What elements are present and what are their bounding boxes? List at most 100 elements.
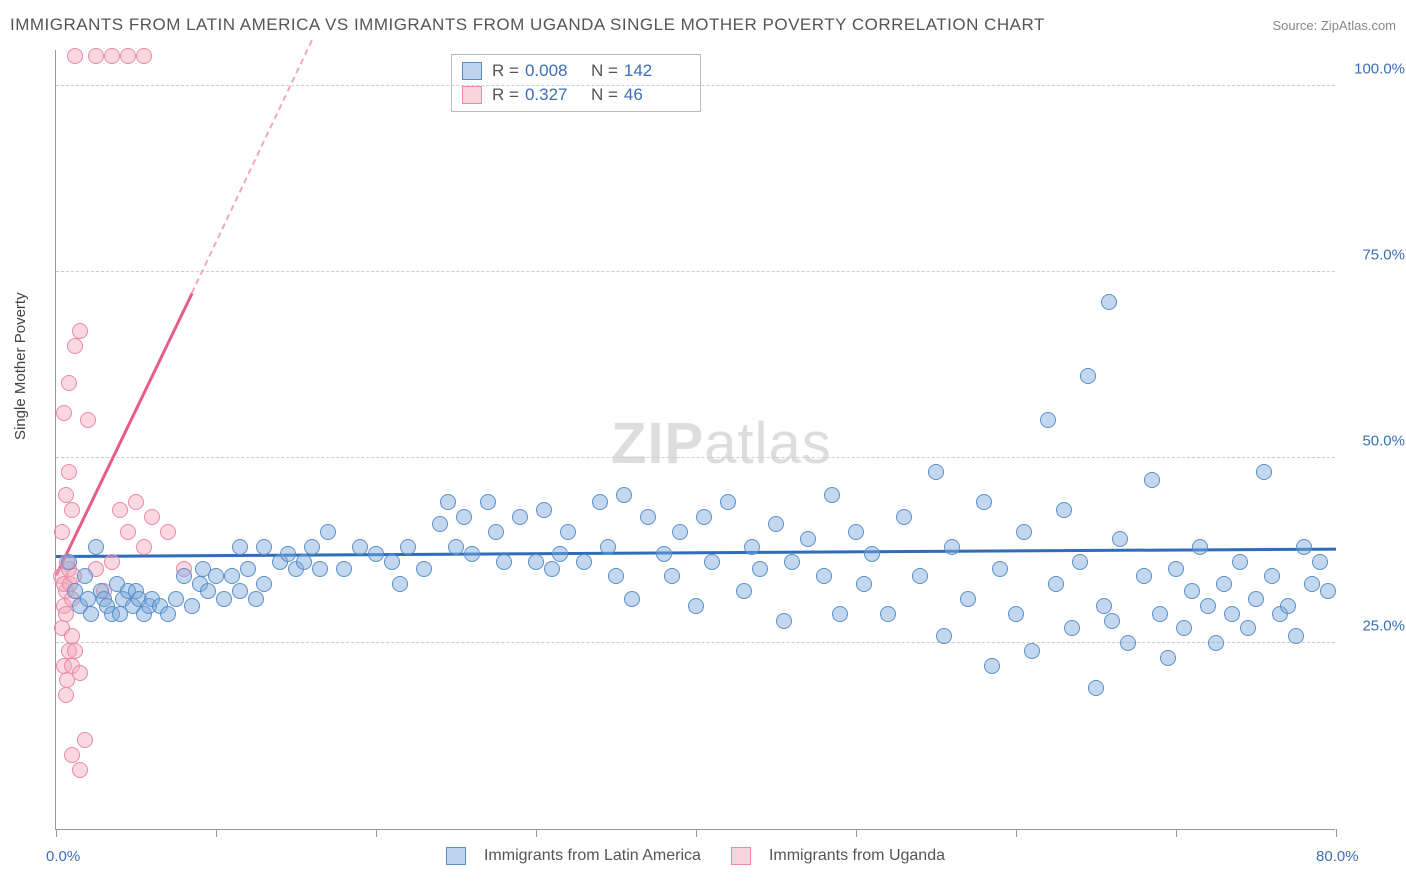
legend-label: Immigrants from Uganda bbox=[769, 847, 945, 865]
data-point bbox=[1256, 464, 1272, 480]
data-point bbox=[1304, 576, 1320, 592]
legend-item-latin-america: Immigrants from Latin America bbox=[446, 847, 701, 865]
data-point bbox=[83, 606, 99, 622]
watermark-rest: atlas bbox=[704, 411, 832, 476]
data-point bbox=[1176, 620, 1192, 636]
x-tick bbox=[536, 829, 537, 837]
data-point bbox=[1101, 294, 1117, 310]
x-tick bbox=[1336, 829, 1337, 837]
data-point bbox=[696, 509, 712, 525]
data-point bbox=[1064, 620, 1080, 636]
data-point bbox=[216, 591, 232, 607]
data-point bbox=[61, 464, 77, 480]
data-point bbox=[1184, 583, 1200, 599]
data-point bbox=[1152, 606, 1168, 622]
data-point bbox=[77, 568, 93, 584]
data-point bbox=[856, 576, 872, 592]
data-point bbox=[1320, 583, 1336, 599]
data-point bbox=[144, 509, 160, 525]
data-point bbox=[704, 554, 720, 570]
x-tick bbox=[1176, 829, 1177, 837]
data-point bbox=[1144, 472, 1160, 488]
data-point bbox=[776, 613, 792, 629]
data-point bbox=[1168, 561, 1184, 577]
data-point bbox=[880, 606, 896, 622]
data-point bbox=[112, 502, 128, 518]
data-point bbox=[72, 665, 88, 681]
correlation-legend-box: R = 0.008 N = 142 R = 0.327 N = 46 bbox=[451, 54, 701, 112]
data-point bbox=[61, 554, 77, 570]
data-point bbox=[256, 576, 272, 592]
gridline bbox=[56, 457, 1335, 458]
x-tick bbox=[696, 829, 697, 837]
x-tick bbox=[376, 829, 377, 837]
data-point bbox=[1296, 539, 1312, 555]
data-point bbox=[560, 524, 576, 540]
y-tick-label: 50.0% bbox=[1345, 432, 1405, 449]
x-tick-label: 80.0% bbox=[1316, 848, 1359, 865]
data-point bbox=[58, 487, 74, 503]
y-axis-label: Single Mother Poverty bbox=[12, 292, 29, 440]
data-point bbox=[864, 546, 880, 562]
data-point bbox=[608, 568, 624, 584]
data-point bbox=[440, 494, 456, 510]
data-point bbox=[464, 546, 480, 562]
data-point bbox=[960, 591, 976, 607]
data-point bbox=[640, 509, 656, 525]
chart-title: IMMIGRANTS FROM LATIN AMERICA VS IMMIGRA… bbox=[10, 15, 1045, 35]
n-value-pink: 46 bbox=[624, 85, 672, 105]
data-point bbox=[54, 524, 70, 540]
data-point bbox=[120, 524, 136, 540]
data-point bbox=[67, 643, 83, 659]
data-point bbox=[1048, 576, 1064, 592]
title-bar: IMMIGRANTS FROM LATIN AMERICA VS IMMIGRA… bbox=[10, 10, 1396, 40]
data-point bbox=[1112, 531, 1128, 547]
data-point bbox=[176, 568, 192, 584]
data-point bbox=[248, 591, 264, 607]
y-tick-label: 75.0% bbox=[1345, 246, 1405, 263]
data-point bbox=[168, 591, 184, 607]
data-point bbox=[488, 524, 504, 540]
data-point bbox=[296, 554, 312, 570]
gridline bbox=[56, 271, 1335, 272]
data-point bbox=[312, 561, 328, 577]
data-point bbox=[656, 546, 672, 562]
data-point bbox=[752, 561, 768, 577]
data-point bbox=[232, 539, 248, 555]
gridline bbox=[56, 642, 1335, 643]
data-point bbox=[1312, 554, 1328, 570]
legend-label: Immigrants from Latin America bbox=[484, 847, 701, 865]
data-point bbox=[496, 554, 512, 570]
data-point bbox=[160, 606, 176, 622]
data-point bbox=[304, 539, 320, 555]
data-point bbox=[88, 539, 104, 555]
data-point bbox=[832, 606, 848, 622]
legend-swatch-pink bbox=[731, 847, 751, 865]
data-point bbox=[848, 524, 864, 540]
data-point bbox=[736, 583, 752, 599]
r-value-blue: 0.008 bbox=[525, 61, 573, 81]
data-point bbox=[536, 502, 552, 518]
data-point bbox=[320, 524, 336, 540]
data-point bbox=[136, 539, 152, 555]
data-point bbox=[1136, 568, 1152, 584]
trend-line bbox=[56, 548, 1336, 558]
data-point bbox=[416, 561, 432, 577]
data-point bbox=[936, 628, 952, 644]
x-tick bbox=[216, 829, 217, 837]
data-point bbox=[104, 554, 120, 570]
data-point bbox=[200, 583, 216, 599]
data-point bbox=[88, 48, 104, 64]
x-tick bbox=[856, 829, 857, 837]
data-point bbox=[1240, 620, 1256, 636]
data-point bbox=[256, 539, 272, 555]
data-point bbox=[1280, 598, 1296, 614]
data-point bbox=[400, 539, 416, 555]
data-point bbox=[120, 48, 136, 64]
data-point bbox=[944, 539, 960, 555]
data-point bbox=[61, 375, 77, 391]
data-point bbox=[800, 531, 816, 547]
data-point bbox=[336, 561, 352, 577]
data-point bbox=[720, 494, 736, 510]
data-point bbox=[1232, 554, 1248, 570]
